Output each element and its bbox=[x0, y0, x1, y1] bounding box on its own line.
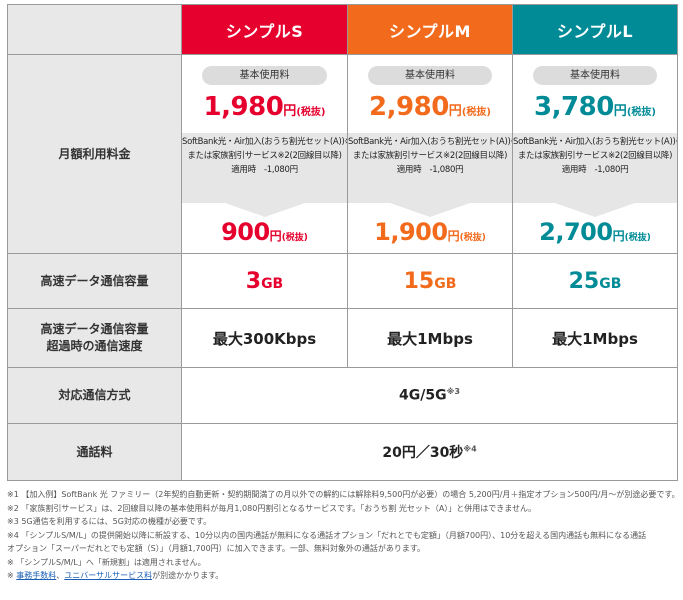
network-method-row: 対応通信方式 4G/5G※3 bbox=[7, 367, 678, 424]
call-fee-row: 通話料 20円／30秒※4 bbox=[7, 423, 678, 481]
plan-l-fee-cell: 基本使用料 3,780円(税抜) SoftBank光・Air加入(おうち割光セッ… bbox=[512, 54, 678, 254]
plan-m-fee-cell: 基本使用料 2,980円(税抜) SoftBank光・Air加入(おうち割光セッ… bbox=[347, 54, 513, 254]
plan-comparison-table: シンプルS シンプルM シンプルL 月額利用料金 基本使用料 1,980円(税抜… bbox=[7, 4, 678, 481]
discount-box bbox=[182, 132, 347, 203]
call-fee-value: 20円／30秒※4 bbox=[181, 423, 678, 481]
footnotes: ※1 【加入例】SoftBank 光 ファミリー（2年契約自動更新・契約期間満了… bbox=[7, 488, 677, 583]
footnote-3: ※3 5G通信を利用するには、5G対応の機種が必要です。 bbox=[7, 517, 212, 526]
call-fee-label: 通話料 bbox=[7, 423, 182, 481]
plan-m-base-price: 2,980円(税抜) bbox=[369, 91, 491, 122]
monthly-fee-row: 月額利用料金 基本使用料 1,980円(税抜) SoftBank光・Air加入(… bbox=[7, 54, 678, 254]
plan-l-header: シンプルL bbox=[512, 4, 678, 55]
plan-s-header: シンプルS bbox=[181, 4, 348, 55]
plan-s-discounted-price: 900円(税抜) bbox=[221, 217, 308, 246]
footnote-5: ※ 「シンプルS/M/L」へ「新規割」は適用されません。 bbox=[7, 557, 206, 567]
plan-l-capacity: 25GB bbox=[512, 253, 678, 309]
plan-l-discounted-price: 2,700円(税抜) bbox=[539, 217, 651, 246]
discount-box bbox=[348, 132, 512, 203]
plan-m-header: シンプルM bbox=[347, 4, 513, 55]
down-arrow-icon bbox=[390, 202, 470, 217]
base-fee-badge: 基本使用料 bbox=[368, 65, 492, 85]
footnote-4b: オプション「スーパーだれとでも定額（S）」（月額1,700円）に加入できます。一… bbox=[7, 544, 426, 553]
footnote-6: ※ 事務手数料、ユニバーサルサービス料が別途かかります。 bbox=[7, 571, 224, 580]
down-arrow-icon bbox=[224, 202, 305, 217]
monthly-fee-label: 月額利用料金 bbox=[7, 54, 182, 254]
plan-l-speed: 最大1Mbps bbox=[512, 308, 678, 368]
plan-s-speed: 最大300Kbps bbox=[181, 308, 348, 368]
plan-header-row: シンプルS シンプルM シンプルL bbox=[7, 4, 678, 55]
plan-s-fee-cell: 基本使用料 1,980円(税抜) SoftBank光・Air加入(おうち割光セッ… bbox=[181, 54, 348, 254]
footnote-4a: ※4 「シンプルS/M/L」の提供開始以降に新設する、10分以内の国内通話が無料… bbox=[7, 530, 647, 540]
over-limit-speed-label: 高速データ通信容量 超過時の通信速度 bbox=[7, 308, 182, 368]
plan-l-base-price: 3,780円(税抜) bbox=[534, 91, 656, 122]
plan-m-discounted-price: 1,900円(税抜) bbox=[374, 217, 486, 246]
header-corner bbox=[7, 4, 182, 55]
base-fee-badge: 基本使用料 bbox=[202, 65, 327, 85]
discount-box bbox=[513, 132, 677, 203]
plan-s-base-price: 1,980円(税抜) bbox=[203, 91, 326, 122]
network-method-label: 対応通信方式 bbox=[7, 367, 182, 424]
base-fee-badge: 基本使用料 bbox=[533, 65, 657, 85]
footnote-1: ※1 【加入例】SoftBank 光 ファミリー（2年契約自動更新・契約期間満了… bbox=[7, 490, 677, 499]
over-limit-speed-row: 高速データ通信容量 超過時の通信速度 最大300Kbps 最大1Mbps 最大1… bbox=[7, 308, 678, 368]
data-capacity-label: 高速データ通信容量 bbox=[7, 253, 182, 309]
discount-condition: SoftBank光・Air加入(おうち割光セット(A))※1 または家族割引サー… bbox=[348, 136, 512, 175]
plan-m-capacity: 15GB bbox=[347, 253, 513, 309]
network-method-value: 4G/5G※3 bbox=[181, 367, 678, 424]
footnote-2: ※2 「家族割引サービス」は、2回線目以降の基本使用料が毎月1,080円割引とな… bbox=[7, 503, 537, 513]
universal-service-link[interactable]: ユニバーサルサービス料 bbox=[64, 571, 153, 580]
discount-condition: SoftBank光・Air加入(おうち割光セット(A))※1 または家族割引サー… bbox=[513, 136, 677, 175]
down-arrow-icon bbox=[555, 202, 635, 217]
data-capacity-row: 高速データ通信容量 3GB 15GB 25GB bbox=[7, 253, 678, 309]
discount-condition: SoftBank光・Air加入(おうち割光セット(A))※1 または家族割引サー… bbox=[182, 136, 347, 175]
fee-link[interactable]: 事務手数料 bbox=[16, 571, 57, 580]
plan-s-capacity: 3GB bbox=[181, 253, 348, 309]
plan-m-speed: 最大1Mbps bbox=[347, 308, 513, 368]
